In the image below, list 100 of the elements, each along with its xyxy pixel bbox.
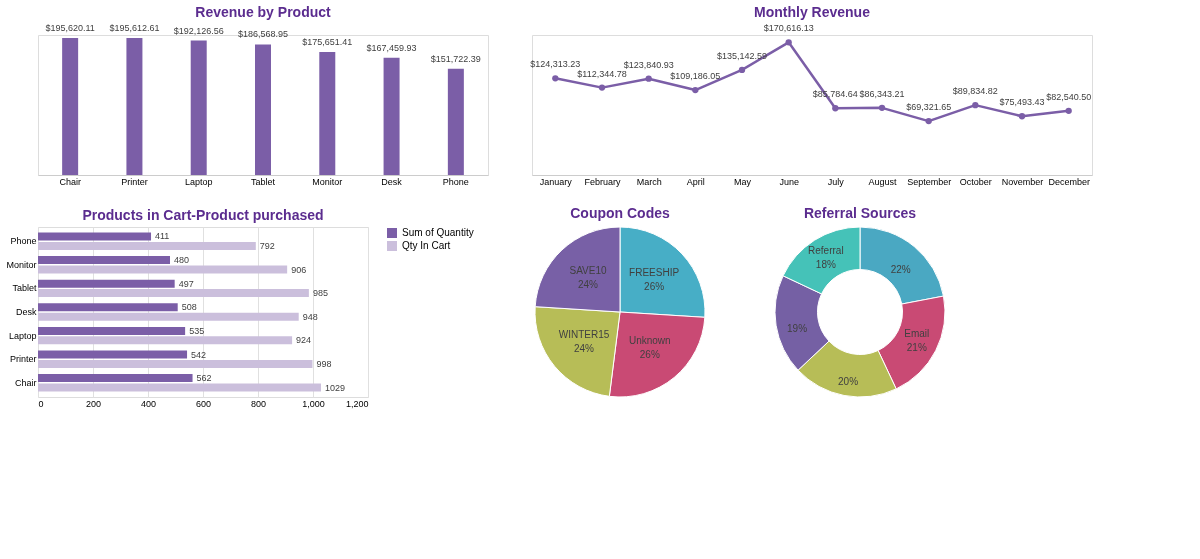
data-label: 497 <box>178 278 194 289</box>
data-label: 26% <box>639 349 660 361</box>
chart-title: Referral Sources <box>803 205 917 221</box>
bar <box>38 256 170 265</box>
data-label: 998 <box>316 358 332 369</box>
x-tick-label: Monitor <box>312 176 343 187</box>
point <box>972 101 979 109</box>
bar <box>38 374 193 383</box>
data-label: 21% <box>906 341 927 353</box>
bar <box>255 44 271 175</box>
y-tick-label: Monitor <box>6 259 37 270</box>
data-label: 906 <box>291 264 307 275</box>
point <box>645 75 652 82</box>
data-label: 22% <box>890 263 911 275</box>
data-label: 24% <box>573 342 595 354</box>
chart-title: Revenue by Product <box>195 4 332 21</box>
x-tick-label: October <box>959 176 992 187</box>
x-tick-label: 400 <box>140 398 157 409</box>
point <box>832 105 839 112</box>
bar <box>190 40 207 175</box>
data-label: $186,568.95 <box>237 29 289 40</box>
data-label: $112,344.78 <box>577 68 627 79</box>
x-tick-label: August <box>868 176 897 187</box>
data-label: 19% <box>787 322 808 334</box>
chart-title: Coupon Codes <box>570 205 670 221</box>
data-label: 1029 <box>324 382 346 393</box>
data-label: 20% <box>838 375 859 387</box>
data-label: $195,620.11 <box>45 23 95 34</box>
x-tick-label: September <box>907 176 952 187</box>
x-tick-label: Laptop <box>184 176 213 187</box>
data-label: $75,493.43 <box>999 97 1045 108</box>
point <box>1018 113 1026 120</box>
bar <box>38 303 178 312</box>
point <box>598 84 606 91</box>
data-label: $175,651.41 <box>302 37 353 48</box>
data-label: 542 <box>191 349 207 360</box>
bar <box>38 232 152 241</box>
data-label: $170,616.13 <box>763 23 814 34</box>
data-label: 411 <box>155 231 170 242</box>
data-label: $86,343.21 <box>859 88 905 99</box>
data-label: 24% <box>577 278 599 290</box>
x-tick-label: 800 <box>250 398 267 409</box>
data-label: 924 <box>296 335 312 346</box>
slice-label: WINTER15 <box>558 328 610 340</box>
y-tick-label: Desk <box>15 307 37 317</box>
x-tick-label: 600 <box>195 398 212 409</box>
bar <box>38 312 299 321</box>
x-tick-label: January <box>539 176 573 187</box>
data-label: $192,126.56 <box>173 25 224 36</box>
point <box>692 86 699 94</box>
x-tick-label: Tablet <box>250 176 276 187</box>
x-tick-label: March <box>636 176 662 187</box>
point <box>785 39 792 46</box>
slice-label: FREESHIP <box>629 267 680 278</box>
x-tick-label: May <box>733 176 752 187</box>
bar <box>383 57 400 175</box>
legend-label: Qty In Cart <box>402 240 451 251</box>
chart-title: Monthly Revenue <box>754 4 871 21</box>
x-tick-label: April <box>686 176 705 187</box>
slice-label: Referral <box>808 245 844 257</box>
bar <box>38 265 288 274</box>
x-tick-label: 200 <box>85 398 102 409</box>
bar <box>38 279 175 288</box>
bar <box>38 359 313 368</box>
y-tick-label: Chair <box>14 377 37 388</box>
bar <box>38 326 186 335</box>
data-label: 562 <box>196 373 212 384</box>
data-label: $109,186.05 <box>670 71 721 82</box>
x-tick-label: December <box>1048 176 1090 187</box>
data-label: 948 <box>302 311 318 322</box>
bar <box>38 289 309 298</box>
point <box>738 66 746 74</box>
data-label: $195,612.61 <box>109 23 160 34</box>
x-tick-label: November <box>1001 176 1044 187</box>
point <box>1065 107 1072 114</box>
data-label: 18% <box>815 259 836 271</box>
data-label: $167,459.93 <box>366 42 417 53</box>
y-tick-label: Printer <box>9 354 37 365</box>
bar <box>38 241 256 250</box>
data-label: 508 <box>181 302 197 313</box>
x-tick-label: February <box>584 176 622 187</box>
x-tick-label: Printer <box>121 176 148 187</box>
data-label: $69,321.65 <box>906 102 952 113</box>
x-tick-label: Chair <box>59 176 81 187</box>
slice-label: Unknown <box>628 335 671 347</box>
x-tick-label: 1,000 <box>302 398 325 409</box>
y-tick-label: Phone <box>10 236 37 247</box>
data-label: $123,840.93 <box>623 59 674 70</box>
bar <box>319 52 336 175</box>
legend-label: Sum of Quantity <box>402 227 474 238</box>
x-tick-label: 0 <box>38 398 44 409</box>
slice-label: SAVE10 <box>569 264 607 276</box>
x-tick-label: 1,200 <box>345 398 369 409</box>
point <box>552 75 559 82</box>
bar <box>38 350 188 359</box>
data-label: $89,834.82 <box>952 86 998 97</box>
data-label: 480 <box>174 255 190 266</box>
data-label: 985 <box>312 288 328 299</box>
bar <box>62 38 79 175</box>
data-label: 535 <box>189 325 205 336</box>
